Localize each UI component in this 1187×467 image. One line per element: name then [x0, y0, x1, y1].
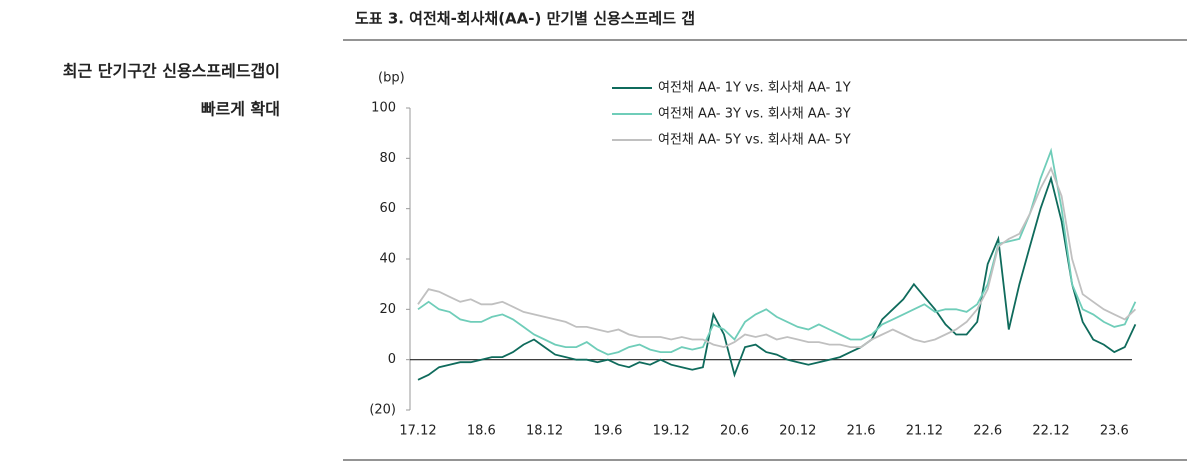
y-tick-label: 20 [379, 302, 396, 317]
x-tick-label: 20.6 [720, 424, 749, 439]
y-tick-label: 40 [379, 252, 396, 267]
sidebar-text: 빠르게 확대 [201, 100, 280, 119]
x-tick-label: 17.12 [399, 424, 436, 439]
sidebar-text: 최근 단기구간 신용스프레드갭이 [63, 62, 280, 81]
legend-label: 여전채 AA- 3Y vs. 회사채 AA- 3Y [658, 107, 851, 122]
x-tick-label: 19.6 [593, 424, 622, 439]
x-tick-label: 18.12 [526, 424, 563, 439]
y-tick-label: 60 [379, 201, 396, 216]
y-tick-label: 80 [379, 151, 396, 166]
series-line [417, 166, 1137, 349]
y-axis-label: (bp) [378, 71, 405, 86]
x-tick-label: 21.6 [847, 424, 876, 439]
series-line [417, 147, 1137, 356]
y-tick-label: (20) [369, 403, 396, 418]
y-tick-label: 100 [371, 101, 396, 116]
x-tick-label: 21.12 [906, 424, 943, 439]
y-tick-label: 0 [388, 352, 396, 367]
x-tick-label: 20.12 [779, 424, 816, 439]
x-tick-label: 22.6 [973, 424, 1002, 439]
x-tick-label: 19.12 [653, 424, 690, 439]
series-line [417, 175, 1137, 381]
x-tick-label: 18.6 [467, 424, 496, 439]
chart-title: 도표 3. 여전채-회사채(AA-) 만기별 신용스프레드 갭 [355, 10, 695, 28]
legend-label: 여전채 AA- 1Y vs. 회사채 AA- 1Y [658, 81, 851, 96]
x-tick-label: 23.6 [1100, 424, 1129, 439]
x-tick-label: 22.12 [1032, 424, 1069, 439]
legend-label: 여전채 AA- 5Y vs. 회사채 AA- 5Y [658, 133, 851, 148]
